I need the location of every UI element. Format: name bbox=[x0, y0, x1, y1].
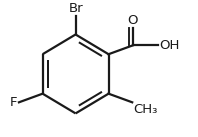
Text: Br: Br bbox=[68, 2, 83, 15]
Text: F: F bbox=[10, 96, 17, 109]
Text: CH₃: CH₃ bbox=[133, 103, 158, 116]
Text: O: O bbox=[128, 14, 138, 27]
Text: OH: OH bbox=[159, 39, 180, 52]
